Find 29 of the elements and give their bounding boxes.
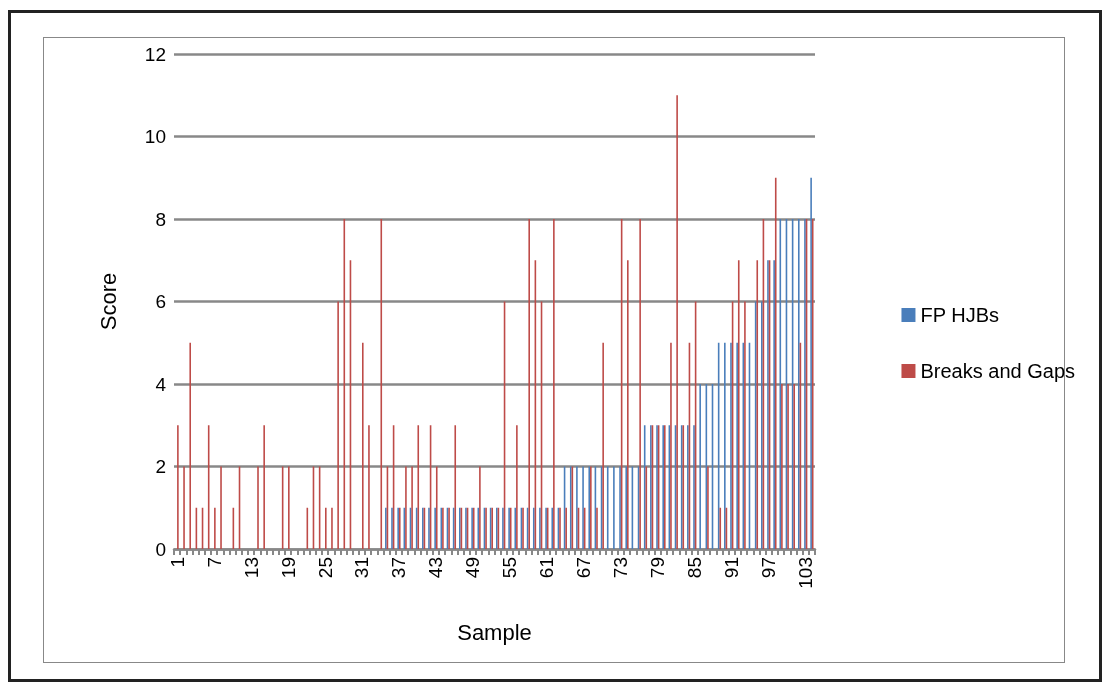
x-tick-label: 25 <box>314 557 336 579</box>
x-tick-label: 19 <box>277 557 299 579</box>
x-tick-label: 61 <box>536 557 558 579</box>
x-tick-label: 55 <box>499 557 521 579</box>
x-tick-label: 43 <box>425 557 447 579</box>
y-tick-label: 0 <box>155 538 166 560</box>
y-tick-label: 4 <box>155 373 167 395</box>
x-tick-label: 1 <box>166 557 188 568</box>
y-axis-title: Score <box>95 272 121 331</box>
x-tick-label: 79 <box>647 557 669 579</box>
x-tick-label: 73 <box>610 557 632 579</box>
y-tick-label: 8 <box>155 208 166 230</box>
x-tick-label: 91 <box>721 557 743 579</box>
x-tick-label: 97 <box>758 557 780 579</box>
x-tick-label: 7 <box>203 557 225 568</box>
y-tick-label: 10 <box>144 126 166 147</box>
x-tick-label: 49 <box>462 557 484 579</box>
x-tick-label: 85 <box>684 557 706 579</box>
x-tick-label: 37 <box>388 557 410 579</box>
x-tick-label: 67 <box>573 557 595 579</box>
y-tick-label: 12 <box>144 43 166 65</box>
legend-label: FP HJBs <box>920 304 1000 326</box>
x-tick-label: 103 <box>795 557 817 589</box>
legend-label: Breaks and Gaps <box>920 360 1075 382</box>
x-axis-title: Sample <box>457 619 532 645</box>
x-tick-label: 31 <box>351 557 373 579</box>
x-tick-label: 13 <box>240 557 262 579</box>
y-tick-label: 2 <box>155 456 166 477</box>
y-tick-label: 6 <box>155 291 166 312</box>
